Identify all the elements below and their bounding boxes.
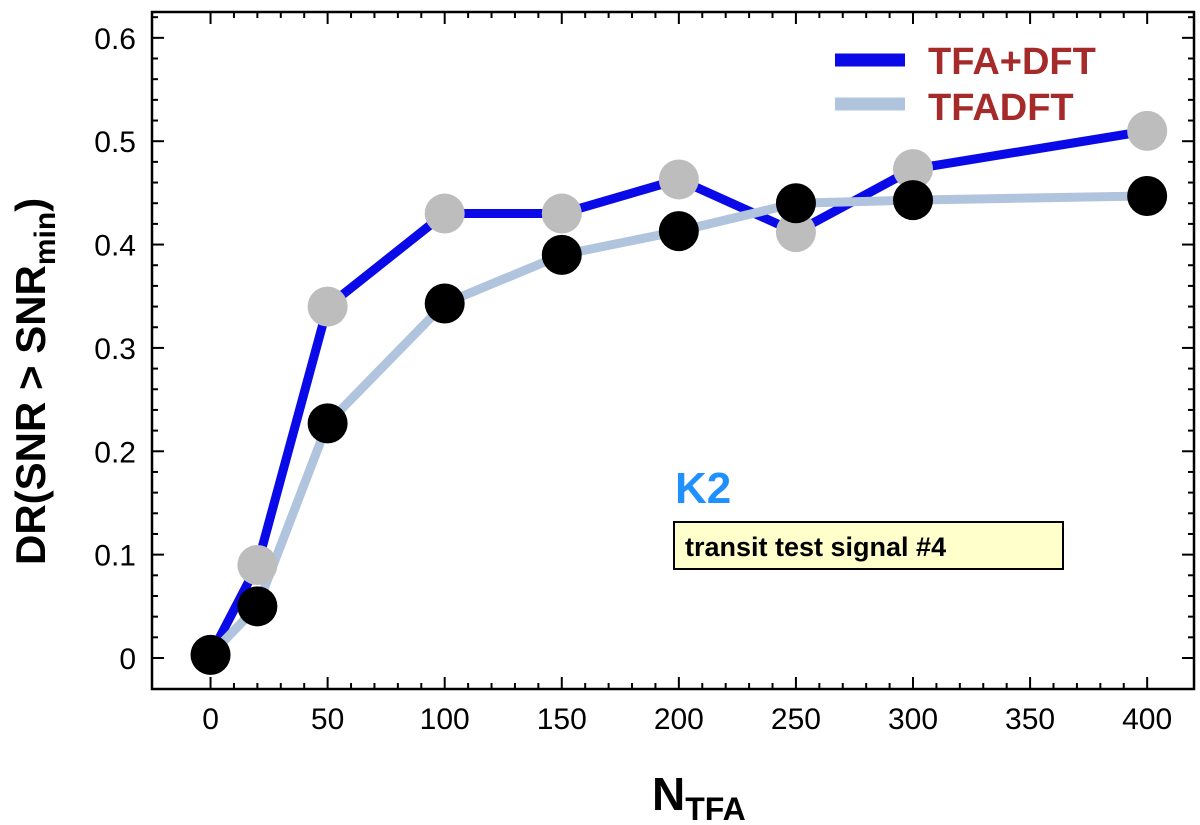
data-point-1	[541, 234, 582, 275]
data-point-1	[237, 586, 278, 627]
axis-ticks: 0 50 100 150 200 250 300 350 400 0 0.1 0.2 0.3 0.4 0.5…	[94, 12, 1194, 736]
data-point-1	[893, 180, 934, 221]
legend: TFA+DFT TFADFT	[835, 41, 1096, 129]
dataset-label: K2	[675, 464, 731, 513]
data-point-1	[190, 634, 231, 675]
series-lines	[206, 126, 1152, 660]
series-line-1	[206, 191, 1152, 660]
data-point-0	[893, 149, 934, 190]
y-tick-label: 0.4	[94, 230, 136, 263]
x-axis-title: NTFA	[652, 768, 746, 825]
plot-frame	[150, 10, 1196, 691]
x-tick-label: 250	[771, 703, 821, 736]
data-point-1	[775, 183, 816, 224]
y-tick-label: 0.1	[94, 540, 136, 573]
data-point-1	[1127, 175, 1168, 216]
signal-label: transit test signal #4	[685, 532, 946, 562]
x-tick-label: 400	[1122, 703, 1172, 736]
series-line-0	[206, 126, 1152, 660]
y-axis-title-close: )	[7, 198, 54, 212]
legend-label-tfa-dft: TFA+DFT	[928, 41, 1096, 83]
y-tick-label: 0.2	[94, 436, 136, 469]
x-tick-label: 100	[420, 703, 470, 736]
data-point-1	[658, 211, 699, 252]
data-point-1	[424, 283, 465, 324]
data-point-0	[541, 193, 582, 234]
data-point-0	[775, 212, 816, 253]
x-tick-label: 350	[1005, 703, 1055, 736]
y-axis-title-sub: min	[29, 212, 62, 265]
y-tick-label: 0	[119, 643, 136, 676]
data-point-0	[658, 159, 699, 200]
data-point-1	[307, 403, 348, 444]
x-tick-label: 200	[654, 703, 704, 736]
x-tick-label: 50	[311, 703, 344, 736]
x-axis-title-sub: TFA	[685, 791, 745, 825]
y-tick-label: 0.3	[94, 333, 136, 366]
x-tick-label: 150	[537, 703, 587, 736]
data-point-0	[424, 193, 465, 234]
data-point-0	[1127, 110, 1168, 151]
x-axis-title-main: N	[652, 768, 685, 820]
y-tick-label: 0.5	[94, 126, 136, 159]
signal-label-box	[673, 521, 1064, 570]
x-tick-label: 300	[888, 703, 938, 736]
y-axis-title: DR(SNR > SNRmin)	[7, 198, 62, 565]
y-tick-label: 0.6	[94, 23, 136, 56]
y-axis-title-main: DR(SNR > SNR	[7, 265, 54, 565]
data-point-0	[237, 544, 278, 585]
legend-label-tfadft: TFADFT	[928, 87, 1074, 129]
data-point-0	[307, 286, 348, 327]
x-tick-label: 0	[202, 703, 219, 736]
series-markers	[190, 110, 1168, 675]
